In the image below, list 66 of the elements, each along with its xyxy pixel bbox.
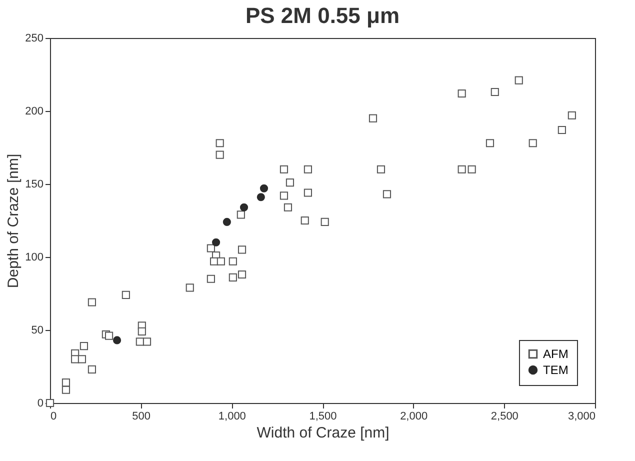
point [458,89,466,98]
x-axis-title: Width of Craze [nm] [256,424,390,442]
y-tick-label: 50 [31,324,44,336]
x-tick-label: 2,000 [400,410,428,422]
point [88,298,96,306]
x-tick-label: 500 [132,410,151,422]
point [304,165,312,174]
point [256,193,265,202]
point [206,244,215,252]
point [228,257,237,266]
point [382,190,392,198]
point [88,365,96,374]
x-tick-label: 2,500 [490,410,518,422]
point [280,165,288,174]
point [142,338,152,346]
point [558,126,566,134]
point [514,76,523,84]
point [212,238,220,246]
point [206,274,215,283]
point [105,332,114,340]
y-tick-label: 0 [37,398,44,410]
y-tick-label: 100 [25,252,44,264]
point [300,216,309,225]
point [458,165,466,174]
x-tick-label: 1,500 [309,410,337,422]
point [62,378,70,387]
point [284,203,292,212]
point [286,178,294,187]
y-tick-label: 250 [25,32,44,44]
point [468,165,476,174]
point [236,210,245,219]
point [490,88,499,96]
point [186,284,194,292]
y-tick-label: 150 [25,178,44,190]
point [122,290,130,299]
y-tick-label: 200 [25,106,44,118]
y-axis-title: Depth of Craze [nm] [5,154,22,288]
point [238,246,246,254]
point [216,257,225,266]
point [46,398,54,408]
point [376,165,386,174]
point [238,270,246,279]
point [62,386,70,394]
point [486,139,494,148]
x-tick-label: 1,000 [218,410,246,422]
point [568,111,576,120]
point [113,336,122,344]
point [80,342,88,350]
point [228,273,237,282]
legend-label: AFM [543,347,568,361]
point [216,139,224,148]
point [78,355,86,364]
point [368,114,378,122]
point [280,192,288,200]
x-tick-label: 3,000 [568,410,596,422]
chart-title: PS 2M 0.55 μm [245,3,400,28]
point [320,218,329,226]
legend-label: TEM [543,363,568,377]
point [528,139,537,148]
point [240,203,248,212]
point [222,218,231,226]
point [216,150,224,159]
point [304,188,312,197]
x-tick-label: 0 [50,410,57,422]
point [260,184,268,192]
point [138,327,146,336]
